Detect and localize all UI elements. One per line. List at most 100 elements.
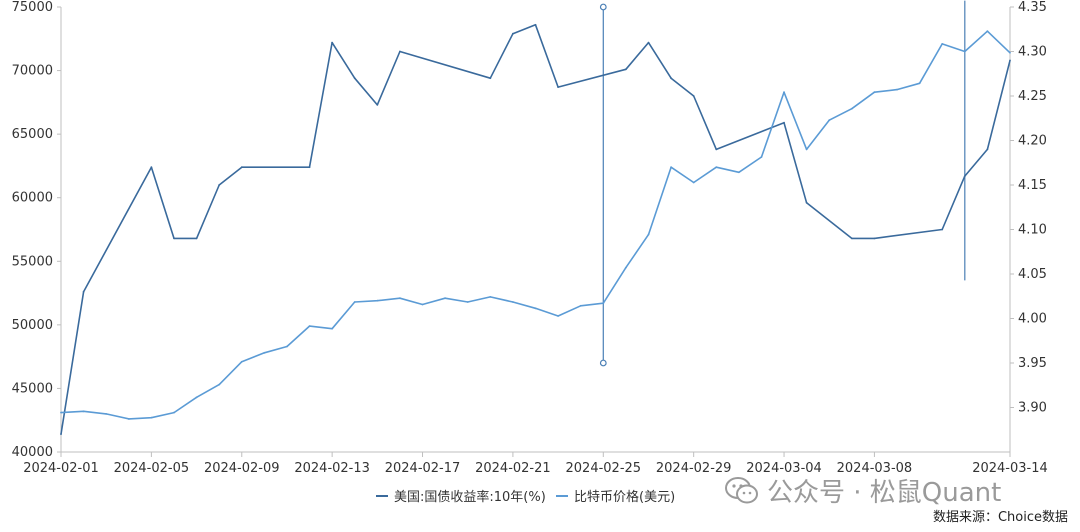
data-point: [941, 42, 944, 45]
legend-item-bitcoin-price[interactable]: 比特币价格(美元): [556, 486, 675, 505]
data-point: [760, 156, 763, 158]
left-tick-label: 75000: [12, 0, 53, 15]
left-y-axis: 40000 45000 50000 55000 60000 65000 70000 75000: [12, 0, 62, 460]
data-point: [173, 237, 175, 240]
data-point: [692, 181, 695, 184]
data-point: [783, 91, 785, 94]
left-tick-label: 65000: [12, 127, 53, 142]
legend-label: 比特币价格(美元): [574, 490, 676, 505]
right-y-axis: 3.90 3.95 4.00 4.05 4.10 4.15 4.20 4.25 4.30 4.35: [1009, 0, 1047, 452]
data-point: [105, 412, 108, 415]
data-point: [331, 327, 334, 330]
legend-item-treasury-yield[interactable]: 美国:国债收益率:10年(%): [376, 486, 546, 505]
data-point: [263, 351, 266, 354]
x-tick-label: 2024-02-01: [23, 461, 99, 476]
data-point: [692, 95, 695, 97]
data-point: [512, 32, 514, 35]
left-tick-label: 70000: [12, 64, 53, 79]
data-point: [82, 290, 85, 293]
data-point: [670, 166, 672, 169]
data-point: [308, 166, 311, 169]
data-point: [986, 30, 989, 33]
data-point: [534, 307, 537, 310]
x-tick-label: 2024-02-25: [566, 461, 642, 476]
left-tick-label: 45000: [12, 381, 53, 396]
data-point: [579, 304, 582, 307]
annotation-layer: [599, 0, 966, 367]
data-point: [308, 325, 311, 328]
x-tick-label: 2024-02-05: [114, 461, 190, 476]
data-point: [353, 301, 356, 303]
data-point: [873, 91, 876, 94]
data-point: [624, 68, 627, 71]
data-point: [376, 104, 379, 106]
right-tick-label: 4.05: [1018, 267, 1047, 282]
data-point: [715, 148, 718, 151]
data-point: [963, 175, 966, 178]
left-tick-label: 50000: [12, 318, 53, 333]
data-point: [557, 86, 559, 88]
data-point: [941, 228, 944, 231]
data-point: [670, 77, 672, 80]
data-point: [218, 184, 221, 186]
right-tick-label: 3.90: [1018, 401, 1047, 416]
data-point: [850, 107, 853, 110]
data-point: [195, 396, 198, 399]
x-axis: 2024-02-01 2024-02-05 2024-02-09 2024-02-13…: [23, 451, 1048, 476]
data-point: [963, 50, 966, 53]
x-tick-label: 2024-03-04: [746, 461, 822, 476]
data-point: [195, 237, 198, 240]
data-point: [896, 88, 898, 91]
right-tick-label: 4.00: [1018, 312, 1047, 327]
data-point: [534, 23, 537, 26]
annotation-marker-bottom: [599, 359, 607, 367]
source-note: 数据来源：Choice数据: [932, 510, 1068, 525]
legend-label: 美国:国债收益率:10年(%): [394, 490, 546, 505]
data-point: [240, 360, 243, 363]
data-point: [489, 295, 492, 298]
data-point: [918, 82, 921, 85]
right-tick-label: 4.10: [1018, 223, 1047, 238]
right-tick-label: 4.35: [1018, 0, 1047, 15]
legend-swatch: [376, 494, 388, 497]
right-tick-label: 4.30: [1018, 45, 1047, 60]
left-tick-label: 55000: [12, 254, 53, 269]
left-tick-label: 60000: [12, 191, 53, 206]
data-point: [286, 345, 288, 348]
data-point: [82, 410, 85, 413]
data-point: [240, 166, 243, 169]
left-tick-label: 40000: [12, 445, 53, 460]
data-point: [376, 299, 379, 302]
data-point: [986, 148, 989, 151]
data-point: [331, 41, 334, 44]
series-line-bitcoin-price: [60, 30, 1011, 420]
series-layer: [60, 23, 1011, 436]
data-point: [783, 121, 785, 124]
x-tick-label: 2024-02-21: [475, 461, 551, 476]
data-point: [1009, 51, 1011, 54]
data-point: [173, 411, 175, 414]
x-tick-label: 2024-02-17: [385, 461, 461, 476]
data-point: [1009, 59, 1011, 62]
legend-swatch: [556, 494, 568, 497]
wechat-icon: [725, 476, 758, 503]
right-tick-label: 4.20: [1018, 134, 1047, 149]
data-point: [850, 237, 853, 240]
watermark-text: 公众号 · 松鼠Quant: [767, 478, 1002, 508]
data-point: [805, 201, 808, 204]
data-point: [399, 50, 401, 53]
right-tick-label: 4.25: [1018, 89, 1047, 104]
data-point: [805, 148, 808, 151]
data-point: [60, 433, 62, 436]
data-point: [647, 41, 650, 44]
data-point: [557, 315, 559, 317]
dual-axis-line-chart: 40000 45000 50000 55000 60000 65000 70000 75000…: [12, 0, 1048, 476]
data-point: [602, 302, 605, 305]
data-point: [218, 383, 221, 386]
annotation-marker-top: [599, 3, 607, 11]
data-point: [647, 233, 650, 236]
data-point: [444, 297, 447, 300]
data-point: [60, 411, 62, 414]
data-point: [127, 418, 130, 420]
x-tick-label: 2024-03-14: [972, 461, 1048, 476]
